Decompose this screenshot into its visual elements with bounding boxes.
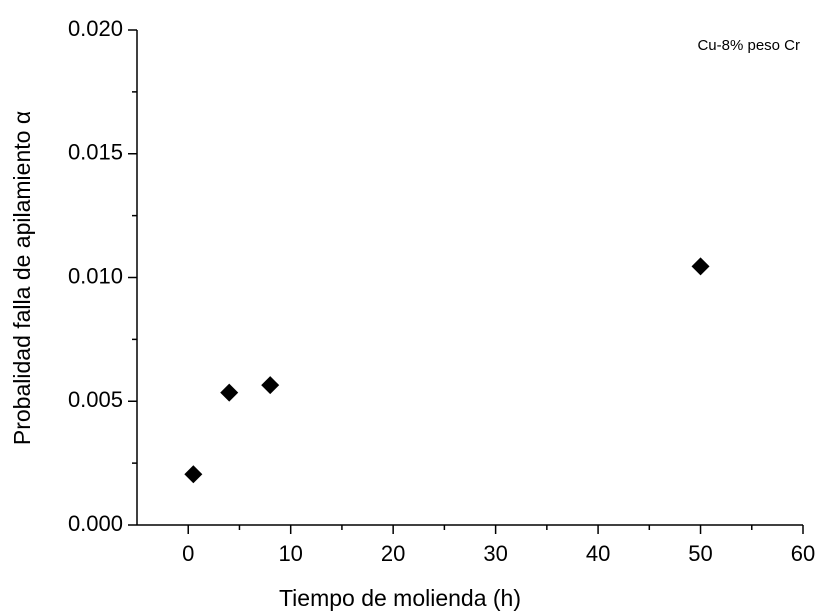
x-tick-label: 20 <box>381 541 405 566</box>
x-tick-label: 60 <box>791 541 815 566</box>
y-tick-label: 0.005 <box>68 387 123 412</box>
data-point <box>220 383 239 402</box>
data-point <box>184 465 203 484</box>
x-axis-title: Tiempo de molienda (h) <box>279 585 521 611</box>
x-tick-label: 10 <box>278 541 302 566</box>
x-tick-label: 30 <box>483 541 507 566</box>
data-point <box>261 376 280 395</box>
y-tick-label: 0.000 <box>68 511 123 536</box>
annotation: Cu-8% peso Cr <box>697 37 800 54</box>
x-tick-label: 40 <box>586 541 610 566</box>
x-tick-label: 0 <box>182 541 194 566</box>
y-tick-label: 0.010 <box>68 263 123 288</box>
y-tick-label: 0.020 <box>68 16 123 41</box>
data-point <box>691 257 710 276</box>
y-tick-label: 0.015 <box>68 140 123 165</box>
y-axis-title: Probalidad falla de apilamiento α <box>9 111 35 445</box>
x-tick-label: 50 <box>688 541 712 566</box>
